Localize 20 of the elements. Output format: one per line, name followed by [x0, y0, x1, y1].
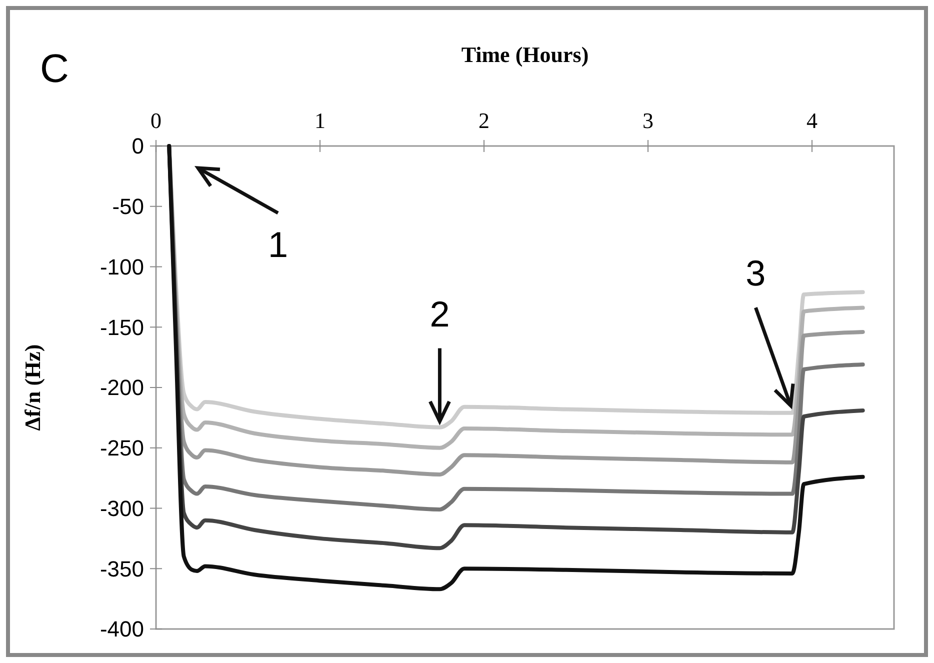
- annotation: 3: [746, 252, 766, 294]
- x-tick-label: 0: [150, 108, 162, 133]
- y-tick-label: -100: [100, 254, 144, 280]
- x-tick-label: 1: [314, 108, 326, 133]
- annotation: 2: [430, 293, 450, 334]
- x-tick-label: 2: [478, 108, 490, 133]
- x-tick-label: 3: [642, 108, 654, 133]
- y-tick-label: -50: [112, 194, 144, 220]
- y-tick-label: 0: [132, 134, 144, 159]
- y-axis-title: Δf/n (Hz): [20, 344, 45, 431]
- x-tick-label: 4: [806, 108, 818, 133]
- annotation: 1: [268, 224, 288, 265]
- y-tick-label: -200: [100, 375, 144, 400]
- y-tick-label: -300: [100, 496, 144, 521]
- y-tick-label: -400: [100, 616, 144, 642]
- text: C: [40, 47, 69, 91]
- y-tick-label: -250: [100, 436, 144, 461]
- y-tick-label: -150: [100, 314, 144, 340]
- x-axis-title: Time (Hours): [461, 42, 589, 67]
- y-tick-label: -350: [100, 556, 144, 582]
